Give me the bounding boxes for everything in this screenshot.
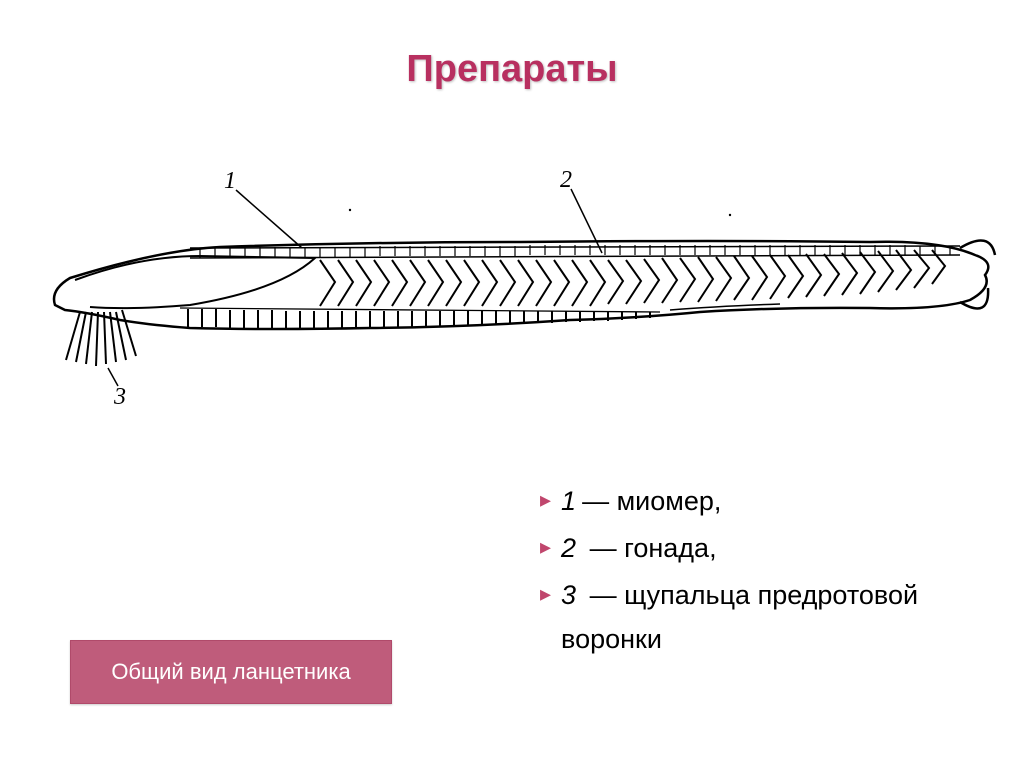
bullet-icon: ▸ <box>540 527 551 567</box>
gonad-top-line <box>180 308 660 312</box>
diagram-label-2: 2 <box>560 167 572 193</box>
legend-text: гонада, <box>624 533 716 563</box>
myomeres <box>320 250 945 306</box>
legend-dash: — <box>590 533 617 563</box>
oral-tentacles <box>66 310 136 366</box>
legend-num: 1 <box>561 486 576 516</box>
lancelet-svg: 1 2 3 <box>20 160 1004 410</box>
diagram-label-1: 1 <box>224 168 236 194</box>
bullet-icon: ▸ <box>540 574 551 614</box>
legend-num: 3 <box>561 580 576 610</box>
legend-item-3: ▸ 3 — щупальца предротовой воронки <box>540 574 970 660</box>
caption-text: Общий вид ланцетника <box>111 659 350 685</box>
slide: Препараты <box>0 0 1024 767</box>
speck <box>349 209 351 211</box>
legend-dash: — <box>582 486 609 516</box>
bullet-icon: ▸ <box>540 480 551 520</box>
speck <box>729 214 731 216</box>
legend-num: 2 <box>561 533 576 563</box>
page-title: Препараты <box>0 48 1024 91</box>
gonad-bars <box>188 309 650 328</box>
leader-2 <box>571 189 602 253</box>
legend-item-1: ▸ 1— миомер, <box>540 480 970 523</box>
diagram-label-3: 3 <box>113 384 126 410</box>
legend: ▸ 1— миомер, ▸ 2 — гонада, ▸ 3 — щупальц… <box>540 480 970 665</box>
caption-box: Общий вид ланцетника <box>70 640 392 704</box>
lancelet-diagram: 1 2 3 <box>20 160 1004 410</box>
leader-1 <box>236 190 302 248</box>
anterior-area <box>75 256 315 308</box>
legend-item-2: ▸ 2 — гонада, <box>540 527 970 570</box>
legend-dash: — <box>590 580 617 610</box>
legend-text: миомер, <box>617 486 722 516</box>
